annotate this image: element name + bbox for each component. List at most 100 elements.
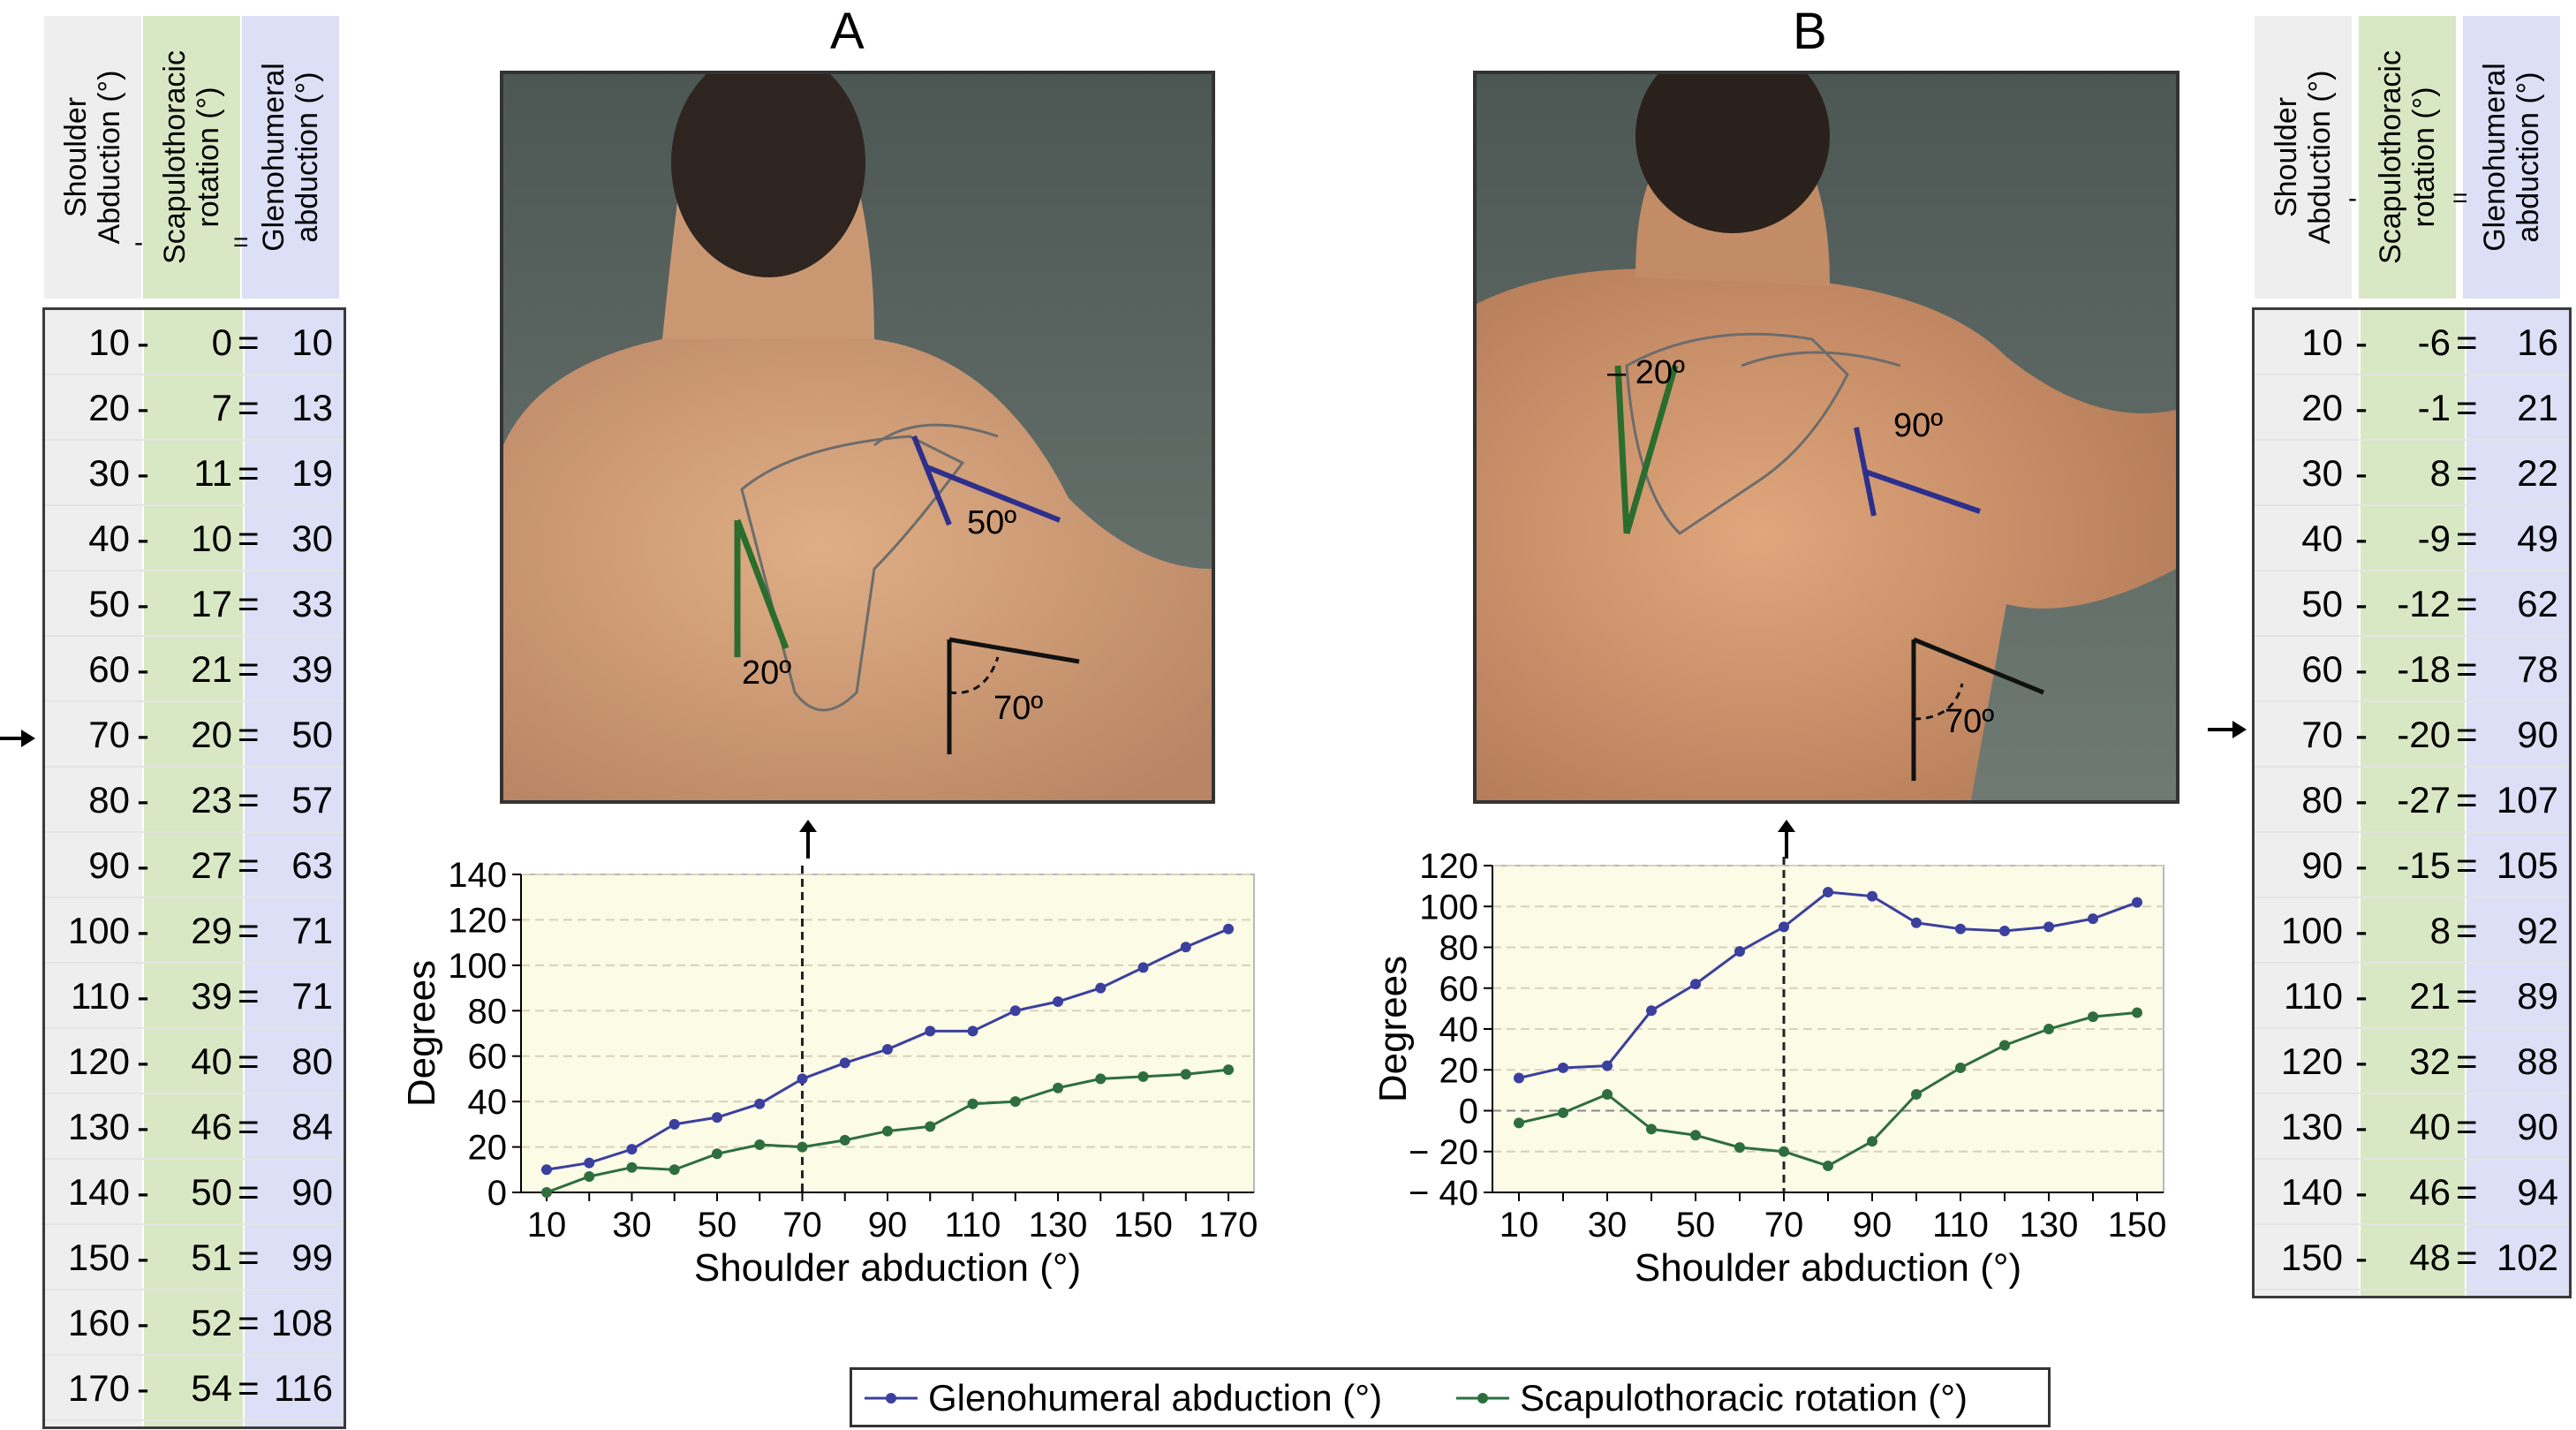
scap-point	[839, 1134, 850, 1146]
gleno-cell: 99	[291, 1237, 333, 1278]
equals-sign: =	[2456, 452, 2478, 494]
gleno-cell: 63	[291, 844, 333, 886]
shoulder-cell: 30	[88, 452, 130, 494]
equals-header: =	[233, 228, 249, 257]
shoulder-cell: 80	[2301, 779, 2343, 821]
table-row: 130- 46 = 84	[45, 1094, 344, 1160]
gleno-cell: 88	[2517, 1040, 2558, 1082]
table-row: 50- 17 = 33	[45, 571, 344, 637]
y-tick-label: 40	[1439, 1010, 1479, 1049]
table-row: 40- 10 = 30	[45, 506, 344, 571]
scap-cell: -6	[2417, 322, 2451, 363]
equals-sign: =	[2456, 648, 2478, 690]
table-row: 100- 8 = 92	[2255, 898, 2569, 964]
minus-sign: -	[137, 714, 149, 755]
scap-cell: 32	[2409, 1040, 2451, 1082]
x-tick-label: 150	[2108, 1206, 2167, 1245]
x-tick-label: 130	[2020, 1206, 2079, 1245]
equals-sign: =	[238, 975, 260, 1017]
gleno-header-text: Glenohumeral abduction (°)	[2478, 63, 2545, 252]
scap-point	[882, 1125, 893, 1137]
gleno-cell: 90	[2517, 1106, 2558, 1147]
equals-sign: =	[238, 910, 260, 951]
scap-point	[1779, 1146, 1789, 1157]
table-row: 10- -6 = 16	[2255, 310, 2569, 375]
shoulder-cell: 100	[2280, 910, 2343, 951]
gleno-point	[1137, 962, 1149, 973]
minus-sign: -	[137, 518, 149, 559]
scap-point	[1602, 1089, 1613, 1100]
equals-sign: =	[238, 1171, 260, 1213]
gleno-cell: 71	[291, 910, 333, 951]
gleno-cell: 105	[2496, 844, 2558, 886]
scap-point	[711, 1148, 722, 1160]
table-a-header: Shoulder Abduction (°) Scapulothoracic r…	[44, 16, 343, 299]
scap-cell: 29	[191, 910, 232, 951]
scap-cell: 46	[191, 1106, 232, 1147]
scap-point	[1009, 1096, 1021, 1108]
table-row: 20- -1 = 21	[2255, 375, 2569, 441]
scap-cell: 39	[191, 975, 232, 1017]
scap-cell: 8	[2429, 452, 2451, 494]
minus-sign: -	[137, 910, 149, 951]
y-tick-label: − 40	[1409, 1174, 1478, 1213]
gleno-point	[1646, 1005, 1657, 1017]
minus-sign: -	[137, 1302, 149, 1343]
photo-a: 20º 50º 70º	[500, 71, 1215, 804]
x-tick-label: 70	[782, 1206, 822, 1245]
gleno-cell: 22	[2517, 452, 2558, 494]
minus-sign: -	[2355, 779, 2368, 821]
y-tick-label: 80	[1439, 929, 1479, 968]
equals-sign: =	[238, 648, 260, 690]
shoulder-cell: 110	[71, 975, 130, 1017]
x-tick-label: 170	[1199, 1206, 1258, 1245]
scap-point	[925, 1121, 936, 1132]
gleno-point	[626, 1144, 638, 1155]
table-row: 60- -18 = 78	[2255, 637, 2569, 702]
x-tick-label: 90	[1853, 1206, 1892, 1245]
y-tick-label: 20	[1439, 1051, 1479, 1090]
shoulder-header-text: Shoulder Abduction (°)	[59, 70, 126, 245]
table-row: 90-27 = 63	[45, 833, 344, 898]
gleno-point	[882, 1044, 893, 1055]
equals-sign: =	[238, 844, 260, 886]
scap-cell: 50	[191, 1171, 232, 1213]
table-row: 70- 20 = 50	[45, 702, 344, 768]
scap-point	[1911, 1089, 1922, 1100]
angle-label-corner: 70º	[993, 690, 1043, 727]
minus-sign: -	[2355, 518, 2368, 559]
equals-sign: =	[2456, 910, 2478, 951]
minus-sign: -	[137, 322, 149, 363]
table-row: 140-46 = 94	[2255, 1160, 2569, 1225]
minus-sign: -	[2355, 452, 2368, 494]
x-tick-label: 110	[945, 1206, 1001, 1245]
legend-gleno-label: Glenohumeral abduction (°)	[928, 1377, 1383, 1419]
minus-sign: -	[2355, 583, 2368, 624]
shoulder-cell: 160	[67, 1302, 130, 1343]
scap-cell: 7	[211, 387, 232, 428]
shoulder-cell: 120	[2280, 1040, 2343, 1082]
shoulder-cell: 100	[67, 910, 130, 951]
scap-point	[540, 1187, 552, 1198]
shoulder-cell: 70	[88, 714, 130, 755]
shoulder-cell: 50	[2301, 583, 2343, 624]
table-row: 120-40 = 80	[45, 1029, 344, 1094]
gleno-point	[1053, 996, 1064, 1007]
minus-sign: -	[137, 779, 149, 821]
shoulder-header: Shoulder Abduction (°)	[44, 16, 141, 299]
equals-sign: =	[238, 1106, 260, 1147]
table-b-body: 10- -6 = 16 20- -1 = 21 30-8 = 22 40- -9 = 49 50- -12 = 62…	[2252, 307, 2572, 1298]
gleno-cell: 19	[291, 452, 333, 494]
equals-sign: =	[238, 714, 260, 755]
minus-sign: -	[137, 387, 149, 428]
gleno-point	[1558, 1062, 1568, 1073]
shoulder-cell: 50	[88, 583, 130, 624]
minus-sign: -	[2355, 714, 2368, 755]
chart-a: 0 20 40 60 80 100 120 140 10 30 50 70 90 110 130 150 170…	[400, 856, 1258, 1290]
table-row: 80-23 = 57	[45, 768, 344, 833]
photo-a-illustration: 20º 50º 70º	[503, 74, 1212, 800]
shoulder-cell: 120	[67, 1040, 130, 1082]
shoulder-cell: 110	[2284, 975, 2343, 1017]
equals-sign: =	[238, 779, 260, 821]
equals-sign: =	[2456, 844, 2478, 886]
